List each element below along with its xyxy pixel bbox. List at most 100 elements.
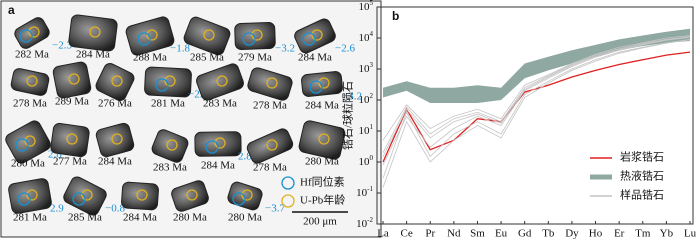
u-pb-spot: [166, 139, 178, 151]
zircon-grain: [294, 18, 336, 54]
zircon-grain: [151, 129, 189, 163]
u-pb-spot: [136, 189, 148, 201]
u-pb-spot: [28, 26, 40, 38]
zircon-grain: [8, 178, 52, 214]
x-tick-label: Eu: [495, 228, 508, 240]
sample-line: [382, 36, 691, 157]
age-label: 280 Ma: [173, 212, 207, 224]
u-pb-spot: [214, 137, 226, 149]
age-label: 285 Ma: [190, 52, 224, 64]
y-tick-label: 102: [359, 92, 374, 106]
u-pb-spot: [251, 29, 263, 41]
sample-line: [382, 35, 691, 141]
x-tick-label: La: [377, 228, 389, 240]
hf-label: 2.8: [238, 151, 252, 163]
hf-spot: [19, 29, 33, 43]
zircon-grain: [5, 120, 51, 164]
zircon-grain: [171, 180, 209, 212]
u-pb-spot: [318, 133, 330, 145]
age-label: 276 Ma: [98, 98, 132, 110]
age-label: 280 Ma: [305, 156, 339, 168]
hf-label: −2.6: [335, 43, 355, 55]
age-label: 285 Ma: [68, 212, 102, 224]
x-tick-label: Nd: [447, 228, 461, 240]
hf-label: −3.7: [265, 203, 285, 215]
age-label: 288 Ma: [133, 52, 167, 64]
age-label: 281 Ma: [151, 98, 185, 110]
legend-label: 热液锆石: [620, 169, 664, 183]
zircon-grain: [234, 22, 276, 50]
u-pb-spot: [146, 29, 158, 41]
hf-spot: [242, 32, 256, 46]
hf-spot: [155, 78, 169, 92]
zircon-grain: [95, 63, 135, 101]
hf-spot: [17, 192, 31, 206]
u-pb-spot: [26, 75, 38, 87]
hf-label: −2.3: [52, 40, 72, 52]
x-tick-label: Lu: [684, 228, 697, 240]
hf-spot: [72, 192, 86, 206]
u-pb-spot: [164, 75, 176, 87]
u-pb-spot: [266, 139, 278, 151]
zircon-grain: [196, 63, 244, 101]
age-label: 284 Ma: [305, 100, 339, 112]
zircon-grain: [301, 71, 343, 97]
u-pb-spot: [68, 73, 80, 85]
age-label: 283 Ma: [153, 162, 187, 174]
x-tick-label: Tb: [542, 228, 555, 240]
zircon-grain: [14, 17, 50, 49]
age-label: 278 Ma: [253, 162, 287, 174]
u-pb-spot: [216, 75, 228, 87]
u-pb-spot: [81, 189, 93, 201]
y-tick-label: 101: [359, 123, 374, 137]
x-tick-label: Er: [614, 228, 625, 240]
hf-spot: [205, 140, 219, 154]
zircon-grain: [50, 122, 90, 158]
hf-spot: [137, 32, 151, 46]
zircon-grain: [95, 122, 135, 158]
panel-a-label: a: [8, 3, 15, 17]
zircon-grain: [298, 120, 346, 160]
age-label: 284 Ma: [98, 156, 132, 168]
x-tick-label: Ho: [589, 228, 603, 240]
legend-hf: Hf同位素: [300, 175, 345, 189]
x-tick-label: Pr: [425, 228, 435, 240]
u-pb-spot: [318, 77, 330, 89]
x-tick-label: Tm: [635, 228, 651, 240]
age-label: 279 Ma: [238, 52, 272, 64]
age-label: 289 Ma: [55, 96, 89, 108]
hf-label: 2.9: [50, 203, 64, 215]
legend-label: 样品锆石: [620, 188, 664, 202]
y-tick-label: 105: [359, 0, 374, 13]
sample-line: [382, 36, 691, 153]
zircon-grain: [144, 66, 192, 98]
u-pb-spot: [24, 135, 36, 147]
y-axis-title: 锆石/球粒陨石: [341, 81, 355, 150]
y-tick-label: 100: [359, 154, 374, 168]
sample-line: [382, 36, 691, 166]
magmatic-line: [382, 51, 691, 163]
age-label: 284 Ma: [76, 49, 110, 61]
legend-hf-icon: [281, 176, 295, 190]
age-label: 284 Ma: [123, 212, 157, 224]
hf-label: −3.2: [275, 43, 295, 55]
y-tick-label: 104: [359, 30, 374, 44]
age-label: 278 Ma: [13, 98, 47, 110]
zircon-grain: [246, 128, 294, 164]
u-pb-spot: [266, 77, 278, 89]
age-label: 280 Ma: [11, 158, 45, 170]
zircon-grain: [194, 131, 242, 157]
zircon-grain: [121, 181, 159, 211]
u-pb-spot: [111, 133, 123, 145]
x-tick-label: Ce: [400, 228, 412, 240]
zircon-grain: [125, 16, 175, 56]
hydrothermal-band: [383, 28, 690, 104]
age-label: 283 Ma: [203, 98, 237, 110]
hf-spot: [302, 32, 316, 46]
hf-spot: [15, 138, 29, 152]
hf-label: −1.8: [170, 43, 190, 55]
u-pb-spot: [66, 133, 78, 145]
y-tick-label: 10-2: [356, 216, 373, 230]
age-label: 278 Ma: [253, 100, 287, 112]
